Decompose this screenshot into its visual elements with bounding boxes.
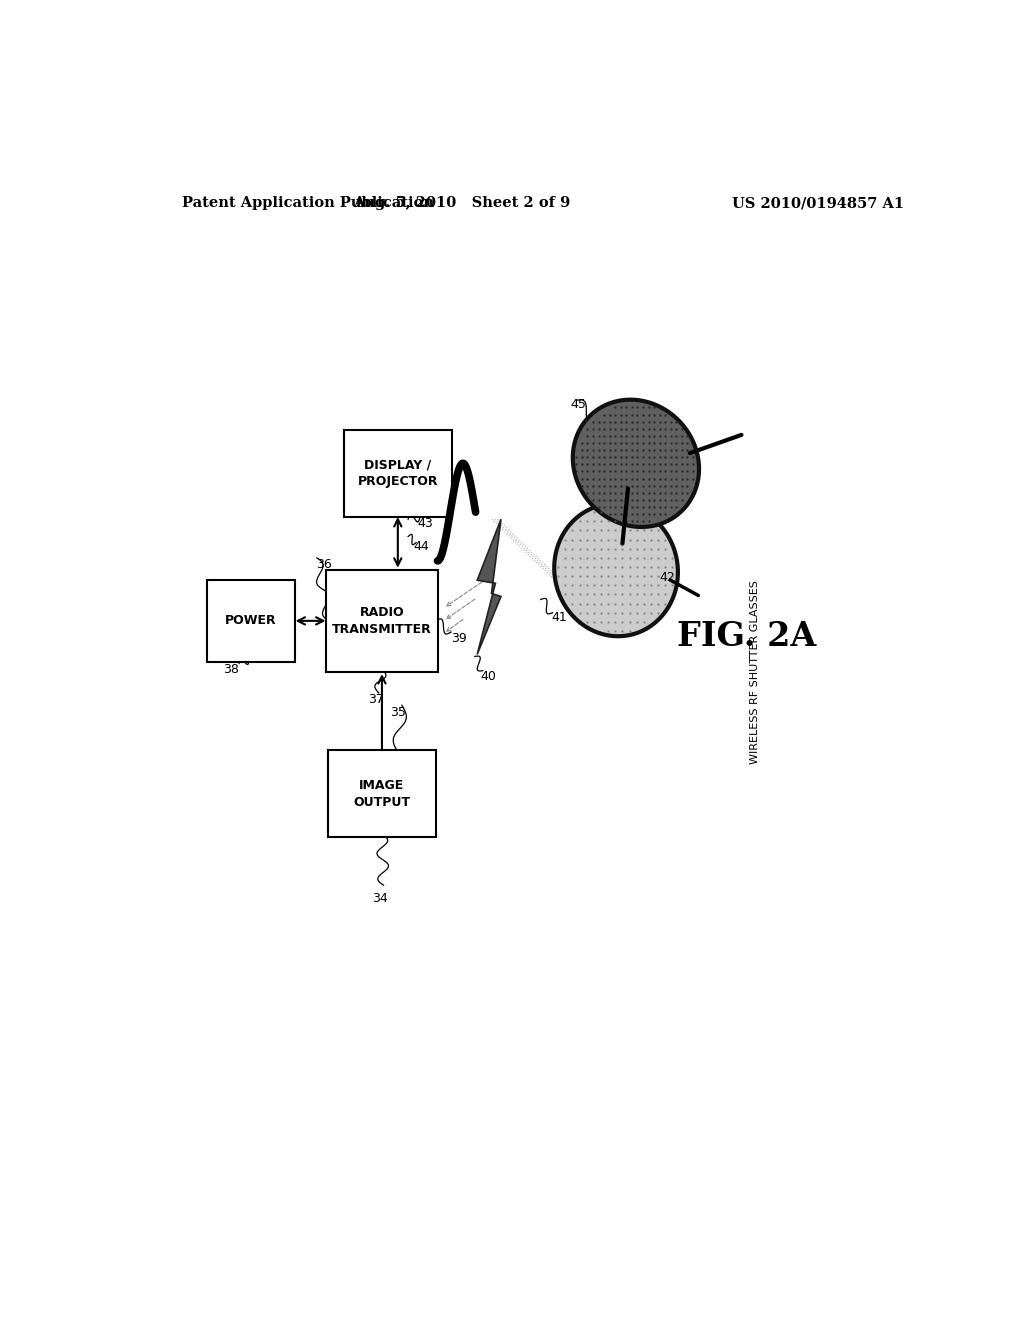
Text: Aug. 5, 2010   Sheet 2 of 9: Aug. 5, 2010 Sheet 2 of 9 [352,197,570,210]
Text: 34: 34 [373,892,388,904]
Text: 42: 42 [659,570,676,583]
Text: US 2010/0194857 A1: US 2010/0194857 A1 [732,197,904,210]
Text: Patent Application Publication: Patent Application Publication [182,197,434,210]
Text: FIG. 2A: FIG. 2A [678,619,816,652]
Text: RADIO
TRANSMITTER: RADIO TRANSMITTER [332,606,432,636]
FancyBboxPatch shape [344,430,452,517]
FancyBboxPatch shape [207,579,295,663]
Text: 41: 41 [551,611,567,624]
Text: 38: 38 [223,663,240,676]
Polygon shape [572,400,699,527]
Text: WIRELESS RF SHUTTER GLASSES: WIRELESS RF SHUTTER GLASSES [750,579,760,763]
Text: 45: 45 [570,397,586,411]
FancyBboxPatch shape [326,569,438,672]
Text: IMAGE
OUTPUT: IMAGE OUTPUT [353,779,411,809]
Text: 44: 44 [414,540,429,553]
Text: 35: 35 [390,706,406,719]
Text: 37: 37 [368,693,384,706]
Text: 40: 40 [480,671,497,684]
Text: 36: 36 [316,558,332,572]
Text: 39: 39 [451,632,467,644]
Polygon shape [477,519,501,655]
FancyBboxPatch shape [328,750,436,837]
Polygon shape [554,504,678,636]
Text: POWER: POWER [225,614,276,627]
Text: DISPLAY /
PROJECTOR: DISPLAY / PROJECTOR [357,458,438,488]
Text: 43: 43 [418,517,433,529]
